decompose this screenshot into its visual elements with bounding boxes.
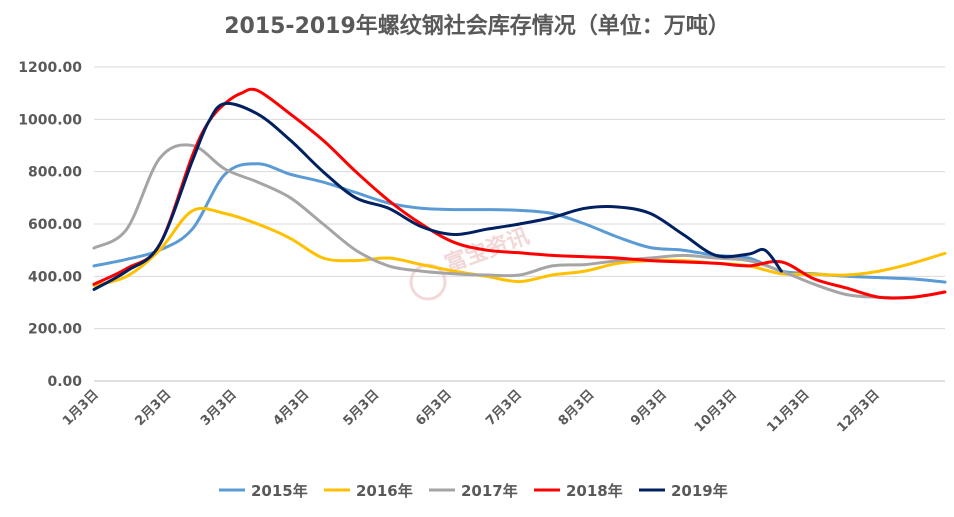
y-tick-label: 800.00 bbox=[28, 165, 82, 181]
y-tick-label: 1000.00 bbox=[18, 112, 82, 128]
y-tick-label: 1200.00 bbox=[18, 60, 82, 76]
series-lines bbox=[92, 87, 947, 300]
y-axis-ticks: 0.00 200.00 400.00 600.00 800.00 1000.00 1200.… bbox=[18, 60, 82, 390]
legend-label: 2019年 bbox=[671, 482, 728, 500]
legend-label: 2015年 bbox=[251, 482, 308, 500]
x-axis-ticks: 1月3日 2月3日 3月3日 4月3日 5月3日 6月3日 7月3日 8月3日 9月3日 10月3… bbox=[60, 387, 883, 435]
legend-label: 2016年 bbox=[356, 482, 413, 500]
y-tick-label: 600.00 bbox=[28, 217, 82, 233]
watermark: 富宝资讯 bbox=[409, 223, 533, 301]
x-tick-label: 4月3日 bbox=[271, 387, 313, 429]
y-tick-label: 200.00 bbox=[28, 322, 82, 338]
x-tick-label: 12月3日 bbox=[834, 387, 882, 435]
series-line-4 bbox=[92, 87, 947, 300]
x-tick-label: 3月3日 bbox=[198, 387, 240, 429]
x-tick-label: 9月3日 bbox=[628, 387, 670, 429]
y-tick-label: 400.00 bbox=[28, 269, 82, 285]
series-line-3 bbox=[92, 143, 947, 300]
legend-label: 2017年 bbox=[461, 482, 518, 500]
x-tick-label: 8月3日 bbox=[556, 387, 598, 429]
y-tick-label: 0.00 bbox=[47, 374, 82, 390]
x-tick-label: 7月3日 bbox=[483, 387, 525, 429]
legend-label: 2018年 bbox=[566, 482, 623, 500]
legend: 2015年 2016年 2017年 2018年 2019年 bbox=[219, 482, 728, 500]
x-tick-label: 11月3日 bbox=[764, 387, 812, 435]
x-tick-label: 10月3日 bbox=[692, 387, 740, 435]
x-tick-label: 6月3日 bbox=[413, 387, 455, 429]
chart-title: 2015-2019年螺纹钢社会库存情况（单位：万吨） bbox=[224, 14, 730, 39]
x-tick-label: 5月3日 bbox=[341, 387, 383, 429]
series-line-5 bbox=[92, 101, 783, 291]
x-tick-label: 2月3日 bbox=[133, 387, 175, 429]
x-tick-label: 1月3日 bbox=[60, 387, 102, 429]
